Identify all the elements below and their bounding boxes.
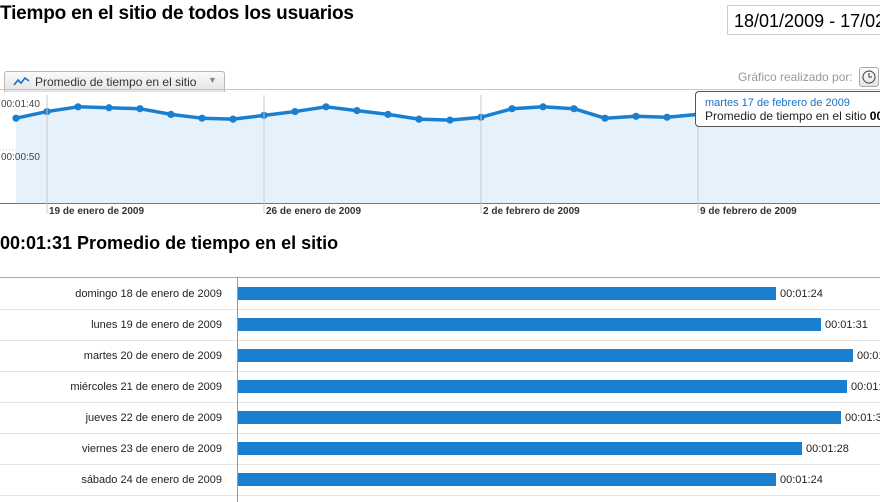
row-date-label: jueves 22 de enero de 2009 (85, 412, 222, 424)
section-title: 00:01:31 Promedio de tiempo en el sitio (0, 233, 339, 253)
row-value: 00:01:28 (806, 443, 849, 455)
row-date-label: lunes 19 de enero de 2009 (91, 319, 222, 331)
chart-tooltip: martes 17 de febrero de 2009 Promedio de… (695, 91, 880, 127)
row-value: 00:01:24 (780, 288, 823, 300)
row-date-label: sábado 24 de enero de 2009 (81, 474, 222, 486)
tooltip-date: martes 17 de febrero de 2009 (705, 97, 850, 109)
page-title: Tiempo en el sitio de todos los usuarios (0, 3, 354, 24)
row-value: 00:01:24 (780, 474, 823, 486)
data-point (508, 105, 516, 113)
x-tick-label: 26 de enero de 2009 (266, 206, 361, 217)
time-bar (238, 349, 853, 362)
x-tick-label: 2 de febrero de 2009 (483, 206, 580, 217)
data-point (384, 110, 392, 118)
row-date-label: miércoles 21 de enero de 2009 (70, 381, 222, 393)
date-range-picker[interactable]: 18/01/2009 - 17/02/2009 (727, 5, 880, 35)
data-point (12, 114, 20, 122)
data-point (167, 110, 175, 118)
data-point (105, 104, 113, 112)
table-row: jueves 22 de enero de 2009 00:01:34 (0, 402, 880, 434)
data-point (539, 103, 547, 111)
row-value: 00:01:35 (851, 381, 880, 393)
chart-svg: 00:01:40 00:00:50 19 de enero de 2009 26 de… (0, 89, 880, 217)
y-tick-label: 00:00:50 (1, 152, 40, 163)
time-bar (238, 473, 776, 486)
row-date-label: viernes 23 de enero de 2009 (81, 443, 222, 455)
data-point (446, 116, 454, 124)
data-point (74, 103, 82, 111)
data-point (322, 103, 330, 111)
tooltip-metric-value: 00:01:31 (869, 109, 880, 123)
time-bar (238, 442, 802, 455)
chevron-down-icon: ▼ (208, 75, 217, 85)
x-tick-label: 9 de febrero de 2009 (700, 206, 797, 217)
x-axis (0, 203, 880, 204)
row-value: 00:01:34 (845, 412, 880, 424)
data-point (291, 107, 299, 116)
data-point (632, 112, 640, 120)
table-row: miércoles 21 de enero de 2009 00:01:35 (0, 371, 880, 403)
time-on-site-chart: 00:01:40 00:00:50 19 de enero de 2009 26 de… (0, 89, 880, 225)
data-point (229, 115, 237, 123)
bar-axis (237, 277, 238, 502)
data-point (353, 107, 361, 115)
table-row: martes 20 de enero de 2009 00:01:36 (0, 340, 880, 372)
chart-by-button[interactable] (859, 67, 879, 87)
table-row: lunes 19 de enero de 2009 00:01:31 (0, 309, 880, 341)
tooltip-metric: Promedio de tiempo en el sitio 00:01:31 (705, 109, 880, 123)
table-row: domingo 18 de enero de 2009 00:01:24 (0, 278, 880, 310)
data-point (136, 105, 144, 113)
table-row: sábado 24 de enero de 2009 00:01:24 (0, 464, 880, 496)
time-bar (238, 411, 841, 424)
data-point (570, 105, 578, 113)
time-bar (238, 380, 847, 393)
row-date-label: domingo 18 de enero de 2009 (75, 288, 222, 300)
row-value: 00:01:31 (825, 319, 868, 331)
data-point (198, 114, 206, 122)
chart-area (16, 106, 880, 203)
data-point (601, 114, 609, 122)
x-tick-label: 19 de enero de 2009 (49, 206, 144, 217)
series-line (15, 105, 880, 122)
y-tick-label: 00:01:40 (1, 99, 40, 110)
clock-icon (862, 70, 876, 84)
row-value: 00:01:36 (857, 350, 880, 362)
time-bar (238, 287, 776, 300)
metric-selector-label: Promedio de tiempo en el sitio (35, 75, 197, 89)
time-bar (238, 318, 821, 331)
line-chart-icon (13, 76, 30, 86)
metric-selector-tab[interactable]: Promedio de tiempo en el sitio ▼ (4, 71, 225, 92)
chart-top-border (0, 89, 880, 90)
chart-by-label: Gráfico realizado por: (738, 70, 853, 84)
data-point (663, 113, 671, 121)
table-top-border (0, 277, 880, 278)
row-date-label: martes 20 de enero de 2009 (83, 350, 222, 362)
tooltip-metric-label: Promedio de tiempo en el sitio (705, 109, 867, 123)
data-point (415, 115, 423, 123)
table-row: viernes 23 de enero de 2009 00:01:28 (0, 433, 880, 465)
